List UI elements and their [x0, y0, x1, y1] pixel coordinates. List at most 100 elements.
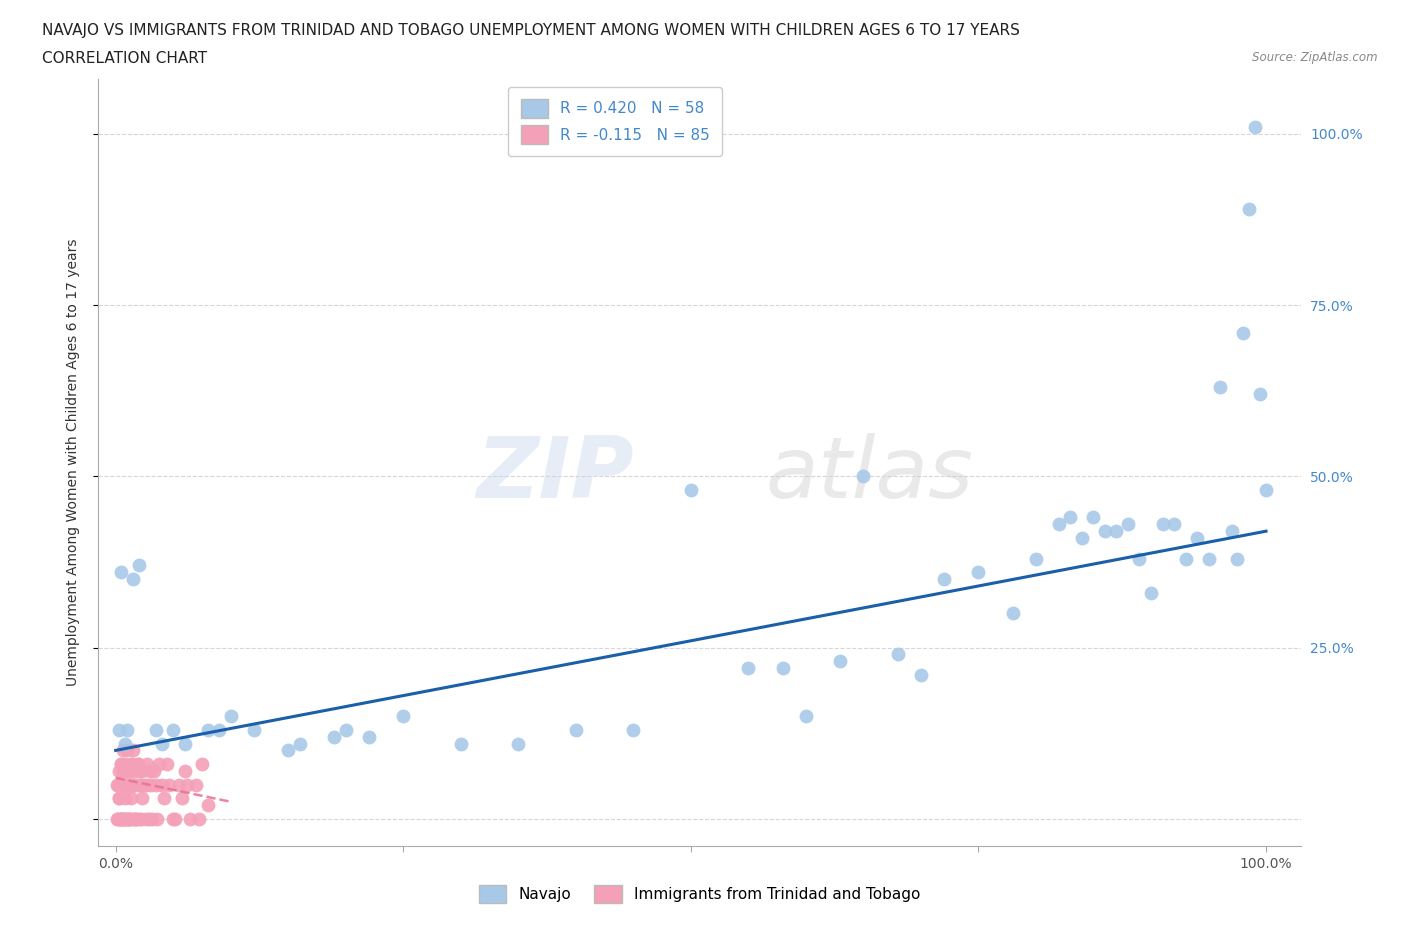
Point	[1071, 531, 1094, 546]
Point	[112, 812, 135, 827]
Point	[156, 757, 179, 772]
Text: NAVAJO VS IMMIGRANTS FROM TRINIDAD AND TOBAGO UNEMPLOYMENT AMONG WOMEN WITH CHIL: NAVAJO VS IMMIGRANTS FROM TRINIDAD AND T…	[42, 23, 1021, 38]
Point	[115, 777, 138, 792]
Point	[117, 777, 139, 792]
Point	[128, 777, 150, 792]
Point	[115, 812, 138, 827]
Point	[114, 757, 136, 772]
Point	[112, 777, 135, 792]
Point	[1001, 606, 1024, 621]
Point	[124, 812, 146, 827]
Point	[115, 777, 138, 792]
Point	[1232, 326, 1254, 340]
Point	[1116, 517, 1139, 532]
Point	[288, 737, 311, 751]
Point	[107, 777, 129, 792]
Point	[162, 812, 184, 827]
Point	[105, 812, 128, 827]
Point	[967, 565, 990, 579]
Point	[108, 812, 131, 827]
Point	[145, 777, 167, 792]
Point	[679, 483, 702, 498]
Point	[150, 737, 173, 751]
Point	[794, 709, 817, 724]
Y-axis label: Unemployment Among Women with Children Ages 6 to 17 years: Unemployment Among Women with Children A…	[66, 239, 80, 686]
Point	[830, 654, 852, 669]
Point	[125, 777, 148, 792]
Point	[162, 723, 184, 737]
Point	[110, 565, 132, 579]
Point	[108, 790, 131, 805]
Point	[108, 723, 131, 737]
Point	[1047, 517, 1070, 532]
Point	[1226, 551, 1249, 566]
Point	[172, 790, 194, 805]
Point	[508, 737, 530, 751]
Point	[114, 737, 136, 751]
Point	[118, 812, 141, 827]
Point	[323, 729, 346, 744]
Point	[111, 764, 134, 778]
Point	[141, 812, 163, 827]
Point	[122, 777, 145, 792]
Point	[117, 764, 139, 778]
Point	[167, 777, 190, 792]
Point	[118, 777, 141, 792]
Point	[1220, 524, 1243, 538]
Point	[128, 812, 150, 827]
Point	[110, 757, 132, 772]
Point	[1059, 510, 1081, 525]
Point	[122, 743, 145, 758]
Point	[187, 812, 209, 827]
Point	[1198, 551, 1220, 566]
Point	[737, 660, 759, 675]
Point	[146, 812, 169, 827]
Point	[150, 777, 173, 792]
Point	[107, 777, 129, 792]
Point	[129, 812, 152, 827]
Point	[1209, 379, 1232, 394]
Text: Source: ZipAtlas.com: Source: ZipAtlas.com	[1253, 51, 1378, 64]
Point	[122, 572, 145, 587]
Point	[219, 709, 242, 724]
Point	[110, 757, 132, 772]
Point	[121, 777, 143, 792]
Point	[135, 757, 157, 772]
Point	[118, 764, 141, 778]
Point	[621, 723, 644, 737]
Point	[1083, 510, 1105, 525]
Point	[110, 777, 132, 792]
Point	[107, 790, 129, 805]
Point	[910, 668, 932, 683]
Point	[1254, 483, 1277, 498]
Point	[135, 777, 157, 792]
Point	[145, 723, 167, 737]
Point	[208, 723, 231, 737]
Point	[191, 757, 214, 772]
Point	[1185, 531, 1208, 546]
Point	[128, 764, 150, 778]
Point	[112, 743, 135, 758]
Point	[127, 757, 149, 772]
Point	[111, 812, 134, 827]
Point	[112, 812, 135, 827]
Point	[392, 709, 415, 724]
Point	[121, 812, 143, 827]
Point	[127, 757, 149, 772]
Point	[120, 757, 142, 772]
Point	[139, 764, 162, 778]
Point	[277, 743, 299, 758]
Point	[186, 777, 208, 792]
Point	[197, 798, 219, 813]
Point	[115, 743, 138, 758]
Point	[114, 790, 136, 805]
Point	[242, 723, 264, 737]
Point	[1152, 517, 1174, 532]
Point	[1243, 120, 1265, 135]
Point	[122, 777, 145, 792]
Point	[134, 777, 156, 792]
Point	[1025, 551, 1047, 566]
Point	[115, 723, 138, 737]
Point	[197, 723, 219, 737]
Point	[124, 812, 146, 827]
